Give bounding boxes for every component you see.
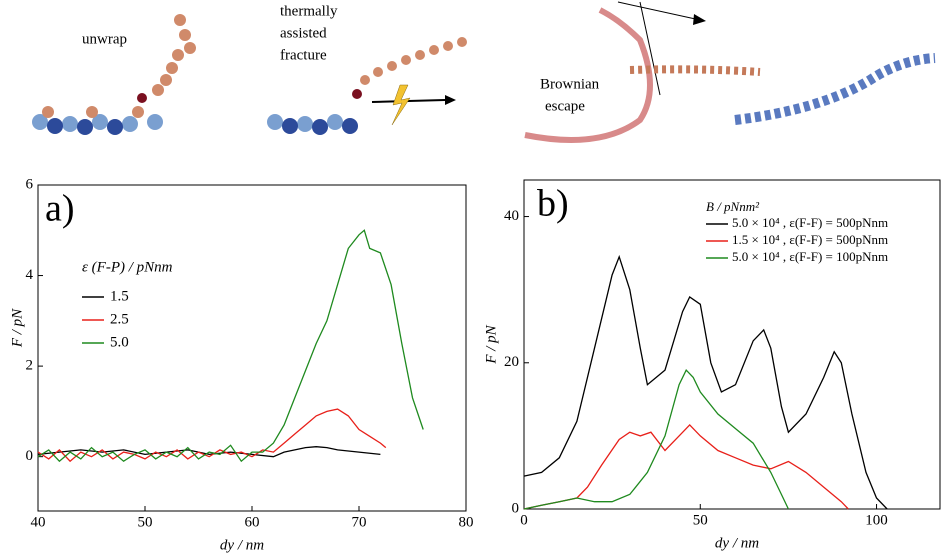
data-line — [37, 229, 424, 463]
y-axis-label: F / pN — [9, 308, 25, 348]
x-tick-label: 50 — [138, 514, 153, 530]
y-tick-label: 40 — [504, 208, 519, 224]
y-tick-label: 0 — [512, 500, 520, 516]
illustration — [32, 1, 936, 143]
y-tick-label: 6 — [26, 176, 34, 192]
x-tick-label: 60 — [245, 514, 260, 530]
data-line — [37, 408, 387, 463]
x-tick-label: 80 — [459, 514, 474, 530]
annotation: thermally — [280, 3, 338, 19]
plot-frame — [523, 179, 941, 510]
panel-label: b) — [537, 183, 569, 225]
x-tick-label: 100 — [865, 512, 888, 528]
legend-title: B / pNnm² — [706, 199, 760, 214]
y-tick-label: 4 — [26, 267, 34, 283]
data-line — [523, 254, 888, 510]
panel-label: a) — [45, 188, 75, 230]
legend-label: 5.0 × 10⁴ , ε(F-F) = 100pNnm — [732, 249, 888, 264]
x-tick-label: 50 — [693, 512, 708, 528]
annotation: fracture — [280, 47, 327, 63]
annotation: Brownian — [540, 76, 600, 92]
x-axis-label: dy / nm — [715, 535, 759, 551]
legend-label: 1.5 × 10⁴ , ε(F-F) = 500pNnm — [732, 232, 888, 247]
legend-title: ε (F-P) / pNnm — [82, 259, 173, 275]
legend-label: 5.0 × 10⁴ , ε(F-F) = 500pNnm — [732, 215, 888, 230]
x-tick-label: 70 — [352, 514, 367, 530]
x-axis-label: dy / nm — [220, 537, 264, 553]
legend-label: 1.5 — [110, 288, 129, 304]
data-line — [523, 368, 789, 510]
legend-label: 2.5 — [110, 311, 129, 327]
annotation: unwrap — [82, 31, 127, 47]
x-tick-label: 40 — [31, 514, 46, 530]
y-tick-label: 2 — [26, 358, 34, 374]
annotation: escape — [545, 98, 585, 114]
data-line — [523, 423, 849, 510]
legend-label: 5.0 — [110, 334, 129, 350]
y-tick-label: 20 — [504, 354, 519, 370]
y-tick-label: 0 — [26, 448, 34, 464]
data-line — [37, 446, 381, 458]
plot-frame — [37, 184, 467, 512]
annotation: assisted — [280, 25, 327, 41]
x-tick-label: 0 — [520, 512, 528, 528]
y-axis-label: F / pN — [483, 324, 499, 364]
